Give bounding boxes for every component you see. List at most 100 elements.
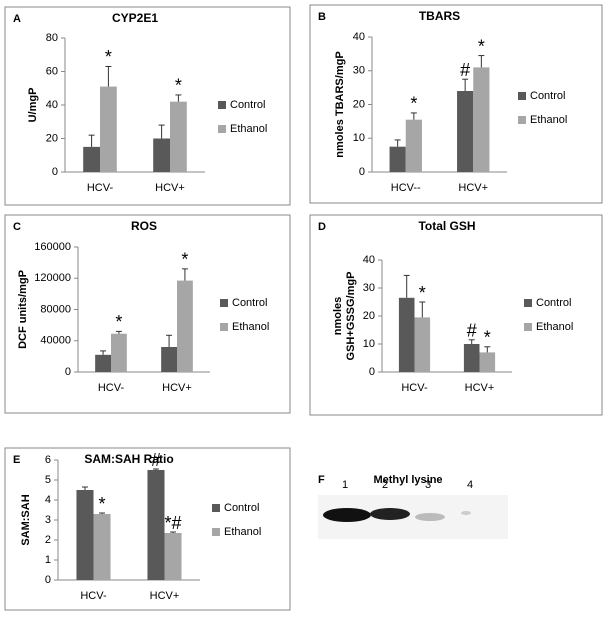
bar [153, 138, 170, 172]
bar [389, 146, 406, 172]
y-tick-label: 40 [353, 31, 365, 43]
bar [479, 352, 496, 372]
bar [95, 354, 111, 372]
y-tick-label: 0 [369, 366, 375, 378]
bar [405, 119, 422, 172]
bar [161, 347, 177, 372]
bar [473, 67, 490, 172]
y-tick-label: 10 [363, 338, 375, 350]
blot-band [461, 511, 471, 515]
significance-marker: # [467, 321, 477, 341]
bar [177, 280, 193, 372]
bar [170, 101, 187, 172]
legend-label: Control [530, 90, 565, 102]
y-tick-label: 40000 [40, 335, 71, 347]
panel-frame [4, 447, 291, 611]
y-tick-label: 20 [46, 132, 58, 144]
legend-swatch [524, 323, 532, 331]
y-tick-label: 160000 [34, 241, 71, 253]
significance-marker: * [181, 250, 188, 270]
legend-label: Ethanol [224, 526, 261, 538]
significance-marker: # [151, 450, 161, 470]
lane-label: 2 [382, 479, 388, 491]
significance-marker: # [460, 60, 470, 80]
significance-marker: *# [165, 513, 182, 533]
legend-label: Control [224, 502, 259, 514]
y-tick-label: 80 [46, 32, 58, 44]
legend-swatch [518, 92, 526, 100]
chart-title: CYP2E1 [112, 11, 158, 25]
y-axis-title: DCF units/mgP [17, 270, 29, 349]
blot-band [370, 508, 410, 520]
x-tick-label: HCV- [87, 182, 114, 194]
x-tick-label: HCV+ [458, 182, 488, 194]
significance-marker: * [410, 94, 417, 114]
y-tick-label: 80000 [40, 303, 71, 315]
y-tick-label: 1 [45, 554, 51, 566]
legend-label: Control [230, 99, 265, 111]
blot-band [415, 513, 445, 521]
legend-swatch [518, 116, 526, 124]
y-tick-label: 20 [353, 98, 365, 110]
significance-marker: * [175, 76, 182, 96]
blot-band [323, 508, 371, 522]
x-tick-label: HCV-- [391, 182, 421, 194]
y-tick-label: 40 [363, 254, 375, 266]
bar [100, 86, 117, 172]
panel-letter: E [13, 454, 20, 466]
chart-title: TBARS [419, 9, 460, 23]
chart-title: Total GSH [418, 219, 475, 233]
panel-letter: F [318, 474, 325, 486]
y-tick-label: 6 [45, 454, 51, 466]
legend-swatch [524, 299, 532, 307]
bar [164, 533, 182, 580]
panel-frame [309, 4, 603, 204]
x-tick-label: HCV+ [465, 382, 495, 394]
y-tick-label: 10 [353, 132, 365, 144]
lane-label: 4 [467, 479, 473, 491]
panel-frame [4, 6, 291, 206]
y-tick-label: 2 [45, 534, 51, 546]
y-tick-label: 60 [46, 65, 58, 77]
significance-marker: * [478, 36, 485, 56]
significance-marker: * [105, 47, 112, 67]
legend-swatch [220, 323, 228, 331]
panel-frame [309, 214, 603, 416]
legend-swatch [212, 504, 220, 512]
legend-swatch [220, 299, 228, 307]
y-tick-label: 120000 [34, 272, 71, 284]
bar [93, 514, 111, 580]
y-tick-label: 4 [45, 494, 51, 506]
y-tick-label: 0 [65, 366, 71, 378]
x-tick-label: HCV- [80, 590, 107, 602]
x-tick-label: HCV+ [162, 382, 192, 394]
legend-label: Control [232, 297, 267, 309]
bar [76, 490, 94, 580]
panel-letter: C [13, 221, 21, 233]
y-axis-title: U/mgP [27, 88, 39, 123]
y-tick-label: 40 [46, 99, 58, 111]
legend-label: Ethanol [536, 321, 573, 333]
y-tick-label: 30 [363, 282, 375, 294]
y-axis-title: nmoles TBARS/mgP [334, 51, 346, 157]
legend-swatch [212, 528, 220, 536]
lane-label: 3 [425, 479, 431, 491]
legend-swatch [218, 101, 226, 109]
significance-marker: * [115, 312, 122, 332]
blot-title: Methyl lysine [373, 474, 442, 486]
legend-swatch [218, 125, 226, 133]
y-tick-label: 30 [353, 65, 365, 77]
x-tick-label: HCV- [401, 382, 428, 394]
panel-letter: B [318, 11, 326, 23]
bar [147, 470, 165, 580]
y-tick-label: 5 [45, 474, 51, 486]
bar [414, 317, 431, 372]
y-tick-label: 20 [363, 310, 375, 322]
y-tick-label: 0 [52, 166, 58, 178]
x-tick-label: HCV- [98, 382, 125, 394]
significance-marker: * [484, 328, 491, 348]
panel-letter: D [318, 221, 326, 233]
panel-frame [4, 214, 291, 414]
y-axis-title: nmoles [332, 297, 344, 336]
